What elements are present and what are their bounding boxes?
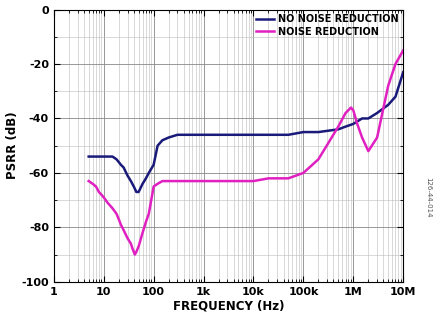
NOISE REDUCTION <box>118 223 123 226</box>
NO NOISE REDUCTION <box>105 155 110 158</box>
NO NOISE REDUCTION <box>265 133 270 137</box>
NOISE REDUCTION <box>125 236 130 240</box>
NOISE REDUCTION <box>155 182 160 186</box>
NOISE REDUCTION <box>235 179 240 183</box>
NO NOISE REDUCTION <box>93 155 99 158</box>
NO NOISE REDUCTION <box>201 133 206 137</box>
NOISE REDUCTION <box>342 111 347 115</box>
NO NOISE REDUCTION <box>215 133 220 137</box>
NOISE REDUCTION <box>350 108 355 112</box>
NO NOISE REDUCTION <box>185 133 191 137</box>
NOISE REDUCTION <box>358 135 364 139</box>
NOISE REDUCTION <box>99 193 104 197</box>
NO NOISE REDUCTION <box>110 155 115 158</box>
NO NOISE REDUCTION <box>96 155 101 158</box>
NOISE REDUCTION <box>130 247 135 251</box>
NO NOISE REDUCTION <box>131 185 136 189</box>
NO NOISE REDUCTION <box>400 70 405 74</box>
NO NOISE REDUCTION <box>128 179 133 183</box>
NO NOISE REDUCTION <box>114 157 119 161</box>
X-axis label: FREQUENCY (Hz): FREQUENCY (Hz) <box>172 300 283 313</box>
NO NOISE REDUCTION <box>101 155 106 158</box>
NO NOISE REDUCTION <box>155 144 160 148</box>
NOISE REDUCTION <box>385 84 390 88</box>
NOISE REDUCTION <box>348 106 353 109</box>
Y-axis label: PSRR (dB): PSRR (dB) <box>6 112 19 179</box>
NOISE REDUCTION <box>101 196 106 199</box>
NOISE REDUCTION <box>159 179 164 183</box>
NOISE REDUCTION <box>335 125 340 128</box>
NOISE REDUCTION <box>193 179 198 183</box>
NOISE REDUCTION <box>285 176 290 180</box>
NOISE REDUCTION <box>93 185 99 189</box>
NO NOISE REDUCTION <box>86 155 91 158</box>
NO NOISE REDUCTION <box>140 182 145 186</box>
NOISE REDUCTION <box>400 48 405 52</box>
NOISE REDUCTION <box>185 179 191 183</box>
NO NOISE REDUCTION <box>358 117 364 121</box>
NOISE REDUCTION <box>86 179 91 183</box>
NO NOISE REDUCTION <box>193 133 198 137</box>
NOISE REDUCTION <box>174 179 180 183</box>
NO NOISE REDUCTION <box>151 163 156 167</box>
NOISE REDUCTION <box>110 206 115 210</box>
Line: NO NOISE REDUCTION: NO NOISE REDUCTION <box>89 72 402 192</box>
NOISE REDUCTION <box>201 179 206 183</box>
NOISE REDUCTION <box>392 62 397 66</box>
NO NOISE REDUCTION <box>116 160 121 164</box>
NOISE REDUCTION <box>166 179 171 183</box>
NOISE REDUCTION <box>133 250 138 254</box>
NOISE REDUCTION <box>131 250 136 254</box>
NO NOISE REDUCTION <box>166 135 171 139</box>
NOISE REDUCTION <box>265 176 270 180</box>
NO NOISE REDUCTION <box>99 155 104 158</box>
NO NOISE REDUCTION <box>342 125 347 128</box>
NO NOISE REDUCTION <box>300 130 305 134</box>
NOISE REDUCTION <box>143 220 148 224</box>
NOISE REDUCTION <box>140 231 145 235</box>
NOISE REDUCTION <box>300 171 305 175</box>
NOISE REDUCTION <box>116 217 121 221</box>
NO NOISE REDUCTION <box>146 171 151 175</box>
NO NOISE REDUCTION <box>335 128 340 131</box>
NO NOISE REDUCTION <box>90 155 95 158</box>
NO NOISE REDUCTION <box>315 130 320 134</box>
NOISE REDUCTION <box>105 201 110 205</box>
NOISE REDUCTION <box>315 157 320 161</box>
NOISE REDUCTION <box>151 185 156 189</box>
NO NOISE REDUCTION <box>136 190 141 194</box>
NO NOISE REDUCTION <box>250 133 256 137</box>
NOISE REDUCTION <box>90 182 95 186</box>
NOISE REDUCTION <box>132 253 137 257</box>
NO NOISE REDUCTION <box>174 133 180 137</box>
NO NOISE REDUCTION <box>143 176 148 180</box>
NO NOISE REDUCTION <box>285 133 290 137</box>
NO NOISE REDUCTION <box>133 190 138 194</box>
NOISE REDUCTION <box>121 228 126 232</box>
NO NOISE REDUCTION <box>125 174 130 177</box>
NO NOISE REDUCTION <box>121 166 126 169</box>
NOISE REDUCTION <box>146 212 151 216</box>
NOISE REDUCTION <box>250 179 256 183</box>
NOISE REDUCTION <box>114 212 119 216</box>
NO NOISE REDUCTION <box>374 111 379 115</box>
NO NOISE REDUCTION <box>392 95 397 99</box>
NO NOISE REDUCTION <box>365 117 370 121</box>
NOISE REDUCTION <box>365 149 370 153</box>
NO NOISE REDUCTION <box>350 122 355 126</box>
NOISE REDUCTION <box>354 122 359 126</box>
NO NOISE REDUCTION <box>385 103 390 107</box>
NO NOISE REDUCTION <box>235 133 240 137</box>
Line: NOISE REDUCTION: NOISE REDUCTION <box>89 50 402 255</box>
NOISE REDUCTION <box>374 135 379 139</box>
Legend: NO NOISE REDUCTION, NOISE REDUCTION: NO NOISE REDUCTION, NOISE REDUCTION <box>253 11 400 40</box>
NOISE REDUCTION <box>128 242 133 245</box>
NOISE REDUCTION <box>136 245 141 248</box>
Text: 126-44-014: 126-44-014 <box>424 177 431 218</box>
NO NOISE REDUCTION <box>159 138 164 142</box>
NOISE REDUCTION <box>215 179 220 183</box>
NO NOISE REDUCTION <box>118 163 123 167</box>
NOISE REDUCTION <box>96 190 101 194</box>
